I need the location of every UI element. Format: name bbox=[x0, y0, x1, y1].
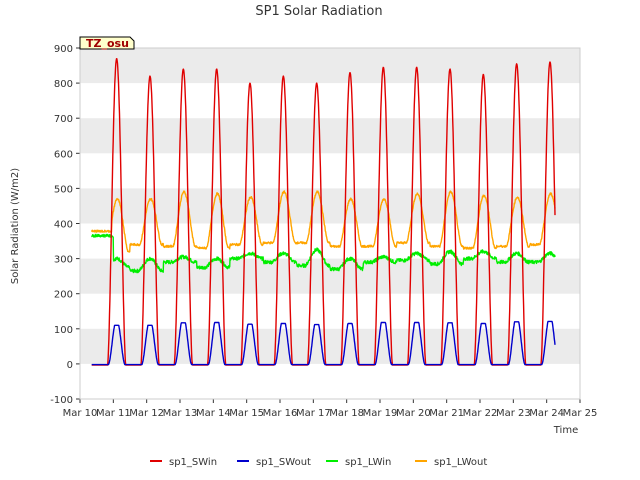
x-tick-label: Mar 13 bbox=[163, 408, 198, 419]
y-tick-label: 400 bbox=[54, 220, 73, 231]
x-tick-label: Mar 19 bbox=[363, 408, 398, 419]
chart-title: SP1 Solar Radiation bbox=[255, 4, 382, 19]
series-line-sp1_SWout bbox=[91, 320, 556, 366]
y-tick-label: 100 bbox=[54, 325, 73, 336]
y-axis-ticks: -100 0 100 200 300 400 500 600 700 800 900 bbox=[50, 44, 80, 406]
y-tick-label: 800 bbox=[54, 79, 73, 90]
x-tick-label: Mar 22 bbox=[463, 408, 498, 419]
grid-band bbox=[80, 118, 580, 154]
y-tick-label: 300 bbox=[54, 255, 73, 266]
legend-label-sp1_LWin: sp1_LWin bbox=[345, 457, 391, 468]
x-tick-label: Mar 14 bbox=[196, 408, 231, 419]
x-tick-label: Mar 10 bbox=[63, 408, 98, 419]
x-tick-label: Mar 16 bbox=[263, 408, 298, 419]
y-tick-label: 0 bbox=[67, 360, 73, 371]
site-tag-label: TZ_osu bbox=[86, 37, 129, 50]
series-lines bbox=[91, 58, 556, 366]
x-tick-label: Mar 21 bbox=[429, 408, 464, 419]
x-tick-label: Mar 15 bbox=[229, 408, 264, 419]
y-tick-label: -100 bbox=[50, 395, 73, 406]
y-axis-title: Solar Radiation (W/m2) bbox=[10, 168, 21, 284]
x-tick-label: Mar 20 bbox=[396, 408, 431, 419]
site-tag: TZ_osu bbox=[79, 36, 135, 50]
grid-band bbox=[80, 188, 580, 224]
x-tick-label: Mar 23 bbox=[496, 408, 531, 419]
x-tick-label: Mar 11 bbox=[96, 408, 131, 419]
x-axis-title: Time bbox=[553, 425, 578, 436]
grid-band bbox=[80, 48, 580, 84]
x-tick-label: Mar 18 bbox=[329, 408, 364, 419]
grid-bands bbox=[80, 48, 580, 364]
plot-frame bbox=[79, 47, 581, 400]
legend-label-sp1_SWout: sp1_SWout bbox=[256, 457, 311, 468]
legend: sp1_SWin sp1_SWout sp1_LWin sp1_LWout bbox=[150, 457, 487, 468]
x-tick-label: Mar 17 bbox=[296, 408, 331, 419]
legend-label-sp1_LWout: sp1_LWout bbox=[434, 457, 487, 468]
y-tick-label: 600 bbox=[54, 149, 73, 160]
x-tick-label: Mar 12 bbox=[129, 408, 164, 419]
x-tick-label: Mar 24 bbox=[529, 408, 564, 419]
legend-label-sp1_SWin: sp1_SWin bbox=[169, 457, 217, 468]
y-tick-label: 500 bbox=[54, 184, 73, 195]
y-tick-label: 700 bbox=[54, 114, 73, 125]
site-tag-box bbox=[79, 36, 135, 50]
x-tick-label: Mar 25 bbox=[563, 408, 598, 419]
y-tick-label: 900 bbox=[54, 44, 73, 55]
grid-band bbox=[80, 328, 580, 364]
y-tick-label: 200 bbox=[54, 290, 73, 301]
